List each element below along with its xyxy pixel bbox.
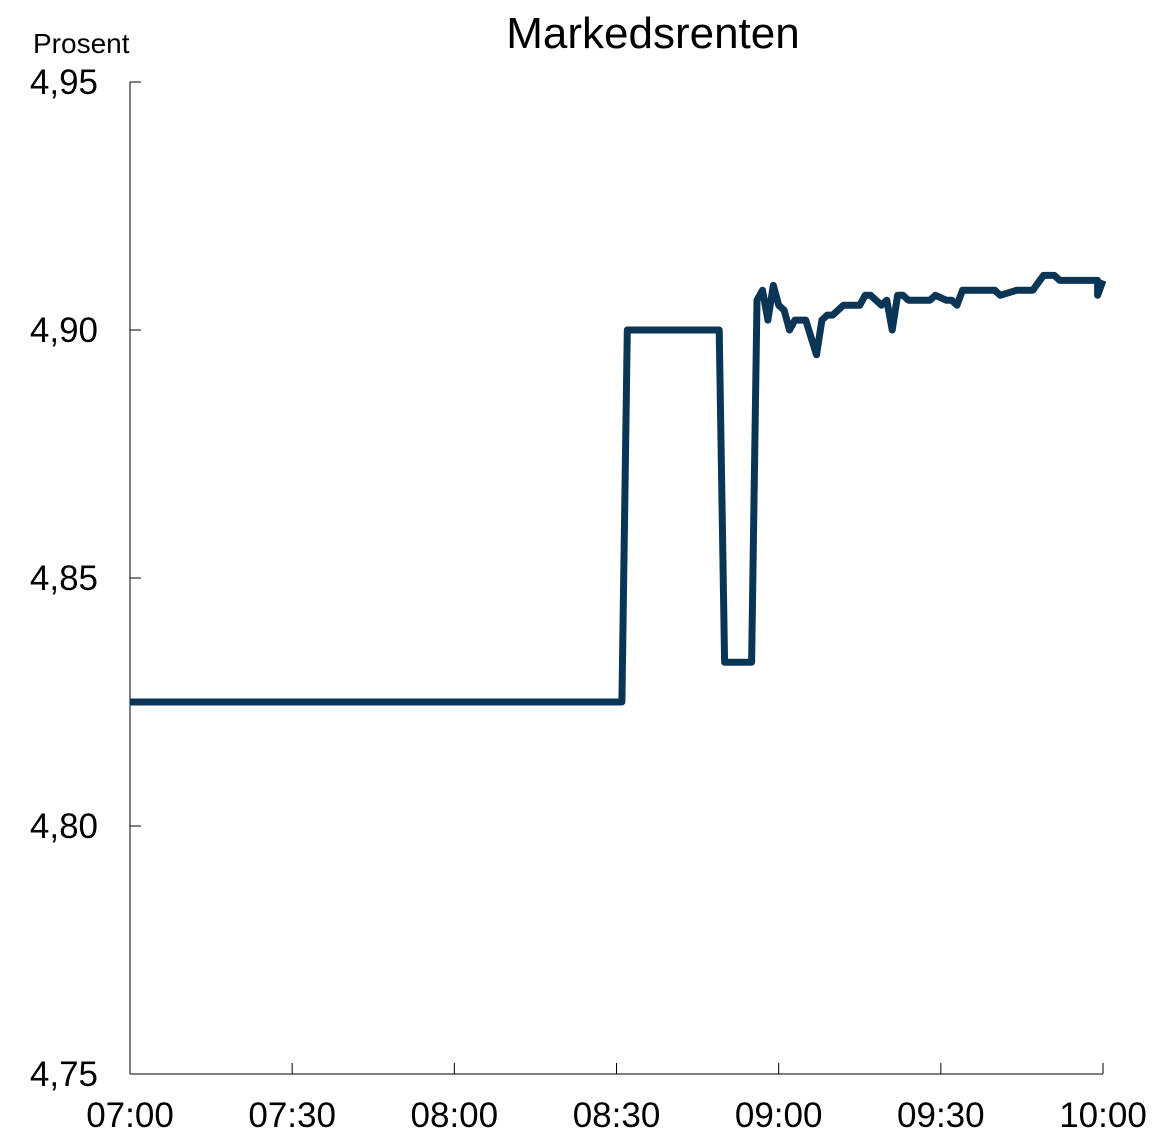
x-tick-label: 09:30 — [897, 1096, 985, 1135]
y-tick-label: 4,75 — [30, 1055, 98, 1094]
y-tick-label: 4,80 — [30, 807, 98, 846]
chart-title: Markedsrenten — [506, 9, 799, 58]
series-line-0 — [130, 271, 1107, 706]
y-axis-unit-label: Prosent — [33, 28, 130, 59]
y-tick-label: 4,85 — [30, 559, 98, 598]
x-tick-label: 07:30 — [248, 1096, 336, 1135]
x-tick-label: 10:00 — [1059, 1096, 1147, 1135]
x-tick-label: 08:30 — [573, 1096, 661, 1135]
x-axis-ticks: 07:00 07:30 08:00 08:30 09:00 09:30 10:00 — [86, 1063, 1147, 1135]
x-tick-label: 07:00 — [86, 1096, 174, 1135]
y-tick-label: 4,95 — [30, 63, 98, 102]
series-group — [130, 271, 1107, 706]
x-tick-label: 09:00 — [735, 1096, 823, 1135]
y-tick-label: 4,90 — [30, 311, 98, 350]
y-axis-ticks: 4,75 4,80 4,85 4,90 4,95 — [30, 63, 141, 1094]
x-tick-label: 08:00 — [411, 1096, 499, 1135]
